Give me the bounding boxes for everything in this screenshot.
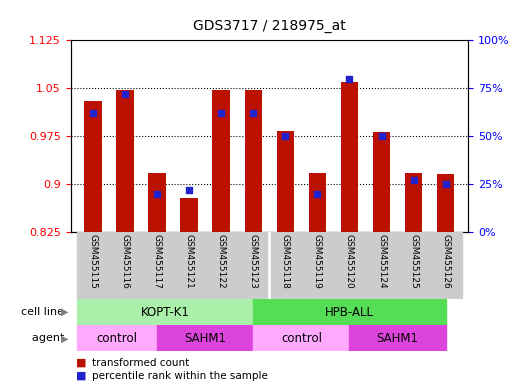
- Bar: [173, 232, 205, 299]
- Text: ■: ■: [76, 358, 86, 368]
- Bar: [437, 174, 454, 232]
- Bar: [366, 232, 397, 299]
- Bar: [141, 232, 173, 299]
- Bar: [180, 198, 198, 232]
- Bar: [212, 89, 230, 232]
- Bar: [84, 101, 102, 232]
- Text: control: control: [281, 332, 322, 345]
- Text: GDS3717 / 218975_at: GDS3717 / 218975_at: [193, 19, 346, 33]
- Text: GSM455126: GSM455126: [441, 234, 450, 289]
- Text: ▶: ▶: [61, 333, 68, 343]
- Bar: [405, 172, 423, 232]
- Text: GSM455117: GSM455117: [153, 234, 162, 289]
- Point: [345, 76, 354, 82]
- Bar: [269, 232, 301, 299]
- Bar: [429, 232, 462, 299]
- Text: SAHM1: SAHM1: [377, 332, 418, 345]
- Point: [249, 110, 257, 116]
- Point: [89, 110, 97, 116]
- Bar: [237, 232, 269, 299]
- Point: [153, 190, 161, 197]
- Text: ▶: ▶: [61, 307, 68, 317]
- Text: GSM455116: GSM455116: [121, 234, 130, 289]
- Text: transformed count: transformed count: [92, 358, 189, 368]
- Text: GSM455122: GSM455122: [217, 234, 226, 289]
- Bar: [205, 232, 237, 299]
- Text: control: control: [97, 332, 138, 345]
- Bar: [77, 325, 157, 351]
- Text: GSM455118: GSM455118: [281, 234, 290, 289]
- Text: cell line: cell line: [21, 307, 68, 317]
- Text: SAHM1: SAHM1: [184, 332, 226, 345]
- Text: GSM455124: GSM455124: [377, 234, 386, 289]
- Text: GSM455121: GSM455121: [185, 234, 194, 289]
- Text: agent: agent: [32, 333, 68, 343]
- Bar: [340, 82, 358, 232]
- Bar: [253, 299, 446, 325]
- Bar: [349, 325, 446, 351]
- Text: KOPT-K1: KOPT-K1: [141, 306, 190, 319]
- Point: [121, 91, 129, 97]
- Point: [313, 190, 322, 197]
- Bar: [277, 131, 294, 232]
- Text: GSM455125: GSM455125: [409, 234, 418, 289]
- Point: [185, 187, 194, 193]
- Text: GSM455120: GSM455120: [345, 234, 354, 289]
- Bar: [149, 172, 166, 232]
- Bar: [77, 299, 253, 325]
- Text: GSM455115: GSM455115: [88, 234, 98, 289]
- Point: [441, 181, 450, 187]
- Bar: [116, 89, 134, 232]
- Bar: [244, 89, 262, 232]
- Point: [378, 133, 386, 139]
- Bar: [77, 232, 109, 299]
- Point: [281, 133, 290, 139]
- Bar: [253, 325, 349, 351]
- Text: GSM455119: GSM455119: [313, 234, 322, 289]
- Bar: [157, 325, 253, 351]
- Text: GSM455123: GSM455123: [249, 234, 258, 289]
- Bar: [309, 172, 326, 232]
- Bar: [301, 232, 334, 299]
- Text: percentile rank within the sample: percentile rank within the sample: [92, 371, 267, 381]
- Bar: [373, 132, 390, 232]
- Text: ■: ■: [76, 371, 86, 381]
- Point: [410, 177, 418, 183]
- Point: [217, 110, 225, 116]
- Text: HPB-ALL: HPB-ALL: [325, 306, 374, 319]
- Bar: [109, 232, 141, 299]
- Bar: [397, 232, 429, 299]
- Bar: [334, 232, 366, 299]
